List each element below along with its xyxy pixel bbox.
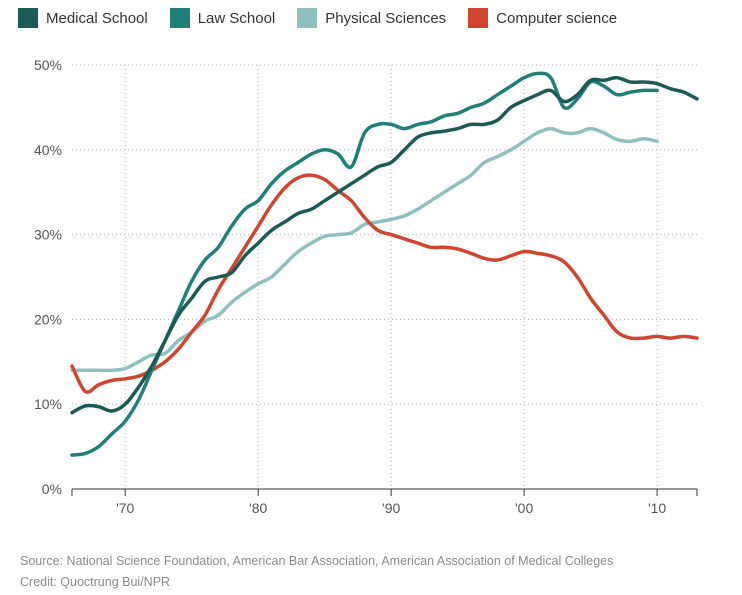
y-tick-label: 30% — [34, 227, 62, 243]
legend-swatch — [169, 8, 190, 28]
x-tick-label: '00 — [515, 500, 533, 516]
chart-legend: Medical School Law School Physical Scien… — [18, 8, 639, 28]
legend-swatch — [297, 8, 318, 28]
y-tick-label: 50% — [34, 57, 62, 73]
legend-swatch — [18, 8, 38, 28]
chart-footer: Source: National Science Foundation, Ame… — [20, 551, 613, 593]
series-line-law-school — [70, 71, 659, 457]
legend-swatch — [468, 8, 489, 28]
y-tick-label: 40% — [34, 142, 62, 158]
y-tick-label: 10% — [34, 396, 62, 412]
legend-item-physical-sciences: Physical Sciences — [297, 8, 446, 28]
source-note: Source: National Science Foundation, Ame… — [20, 554, 614, 568]
line-chart: 0% 10% 20% 30% 40% 50% '70 '80 '90 '00 '10 — [34, 57, 699, 516]
y-tick-label: 20% — [34, 311, 62, 327]
legend-label: Law School — [197, 9, 276, 27]
x-tick-label: '70 — [116, 500, 134, 516]
legend-item-computer-science: Computer science — [468, 8, 617, 28]
y-tick-label: 0% — [42, 481, 62, 497]
series-line-medical-school — [70, 75, 699, 415]
legend-item-law-school: Law School — [169, 8, 276, 28]
legend-item-medical-school: Medical School — [18, 8, 148, 28]
legend-label: Computer science — [496, 9, 618, 27]
x-tick-label: '90 — [382, 500, 400, 516]
series-line-computer-science — [70, 173, 699, 394]
series-line-physical-sciences — [70, 126, 659, 373]
legend-label: Physical Sciences — [325, 9, 447, 27]
x-tick-label: '80 — [249, 500, 267, 516]
x-tick-label: '10 — [648, 500, 666, 516]
credit-note: Credit: Quoctrung Bui/NPR — [20, 575, 171, 589]
legend-label: Medical School — [46, 9, 148, 27]
